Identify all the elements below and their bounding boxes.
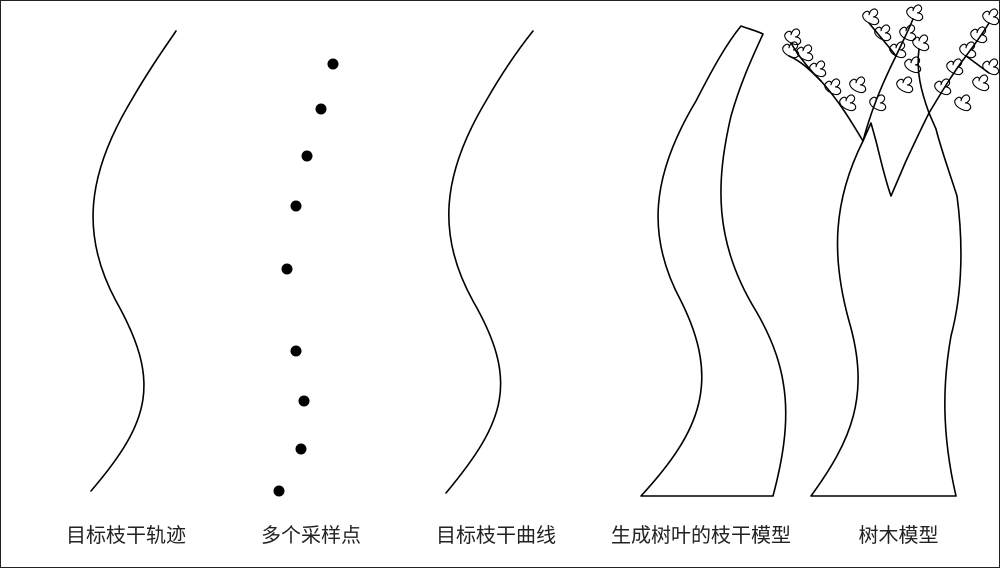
tree-branch-6 xyxy=(918,49,929,113)
sample-point-5 xyxy=(291,201,302,212)
tree-leaf-20 xyxy=(955,95,971,111)
label-trunk_with_leaves: 生成树叶的枝干模型 xyxy=(586,519,816,548)
curve-curve xyxy=(446,31,533,493)
trajectory-curve xyxy=(91,31,176,491)
figure-stage xyxy=(1,1,1000,509)
tree-leaf-12 xyxy=(897,77,913,93)
tree-group xyxy=(783,5,999,496)
label-curve: 目标枝干曲线 xyxy=(401,519,591,548)
tree-leaf-1 xyxy=(797,45,813,61)
labels-row: 目标枝干轨迹多个采样点目标枝干曲线生成树叶的枝干模型树木模型 xyxy=(1,519,1000,559)
label-tree: 树木模型 xyxy=(816,519,981,548)
diagram-frame: 目标枝干轨迹多个采样点目标枝干曲线生成树叶的枝干模型树木模型 xyxy=(0,0,1000,568)
tree-leaf-10 xyxy=(913,35,929,51)
tree-branch-0 xyxy=(791,43,863,141)
sample-point-4 xyxy=(282,264,293,275)
sample-point-3 xyxy=(291,346,302,357)
tree-leaf-22 xyxy=(850,77,866,93)
sample-point-2 xyxy=(299,396,310,407)
tree-trunk xyxy=(811,113,961,496)
tree-leaf-2 xyxy=(810,61,826,77)
tree-leaf-5 xyxy=(863,9,879,25)
sample-point-0 xyxy=(274,486,285,497)
sample-point-8 xyxy=(328,59,339,70)
tree-leaf-23 xyxy=(870,95,886,111)
tree-leaf-9 xyxy=(907,5,923,21)
tree-branch-4 xyxy=(929,23,989,113)
figure-svg xyxy=(1,1,1000,509)
tree-leaf-19 xyxy=(973,75,989,91)
sample-point-7 xyxy=(316,104,327,115)
sample-point-6 xyxy=(302,151,313,162)
tree-leaf-17 xyxy=(983,9,999,25)
tree-leaf-15 xyxy=(960,42,976,58)
label-trajectory: 目标枝干轨迹 xyxy=(31,519,221,548)
sample-point-1 xyxy=(296,444,307,455)
label-samples: 多个采样点 xyxy=(226,519,396,548)
tree-leaf-18 xyxy=(983,59,999,75)
samples-group xyxy=(274,59,339,497)
trunk_with_leaves-outline xyxy=(641,26,786,496)
